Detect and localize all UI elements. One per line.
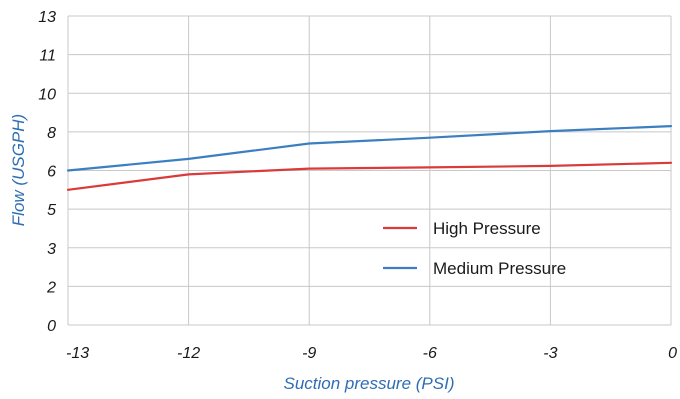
- x-tick-label: 0: [668, 345, 677, 362]
- x-tick-label: -3: [543, 345, 557, 362]
- x-tick-label: -9: [302, 345, 316, 362]
- y-tick-label: 11: [39, 48, 56, 65]
- legend-label: Medium Pressure: [433, 259, 566, 278]
- x-axis-title: Suction pressure (PSI): [283, 374, 454, 393]
- y-tick-label: 2: [46, 279, 56, 296]
- grid: [67, 15, 672, 326]
- x-axis-ticks: -13 -12 -9 -6 -3 0: [66, 345, 677, 362]
- series-line-medium-pressure: [66, 124, 673, 172]
- x-tick-label: -13: [66, 345, 89, 362]
- y-tick-label: 5: [47, 202, 56, 219]
- y-tick-label: 13: [38, 9, 56, 26]
- y-tick-label: 6: [47, 164, 56, 181]
- y-axis-title: Flow (USGPH): [9, 114, 28, 226]
- y-tick-label: 10: [38, 86, 56, 103]
- y-tick-label: 3: [47, 241, 56, 258]
- y-axis-ticks: 0 2 3 5 6 8 10 11 13: [38, 9, 56, 335]
- legend-label: High Pressure: [433, 219, 541, 238]
- y-tick-label: 0: [47, 318, 56, 335]
- y-tick-label: 8: [47, 125, 56, 142]
- x-tick-label: -6: [423, 345, 437, 362]
- series-lines: [66, 124, 673, 191]
- x-tick-label: -12: [177, 345, 200, 362]
- series-line-high-pressure: [66, 161, 673, 191]
- legend: High Pressure Medium Pressure: [383, 219, 566, 278]
